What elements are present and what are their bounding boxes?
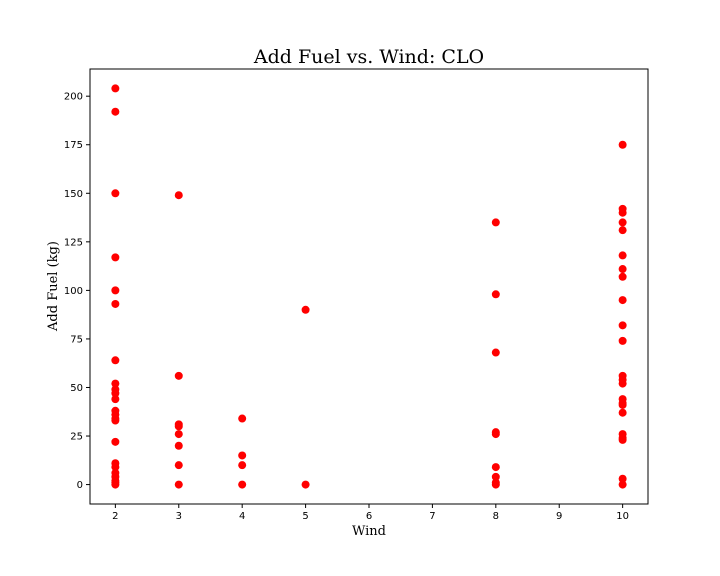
data-point — [618, 321, 627, 330]
data-point — [618, 296, 627, 305]
y-tick-label: 0 — [77, 480, 83, 491]
y-axis: 0 25 50 75 100 125 150 175 200 — [64, 92, 90, 491]
data-point — [491, 348, 500, 357]
data-point — [491, 463, 500, 472]
x-tick-label: 3 — [176, 511, 182, 522]
data-point — [618, 265, 627, 274]
data-point — [174, 430, 183, 439]
data-point — [111, 437, 120, 446]
data-point — [618, 480, 627, 489]
data-point — [111, 299, 120, 308]
x-axis-label: Wind — [352, 524, 386, 539]
data-point — [618, 408, 627, 417]
data-point — [618, 218, 627, 227]
plot-frame — [89, 68, 649, 505]
data-point — [111, 463, 120, 472]
y-tick-label: 125 — [64, 237, 83, 248]
data-point — [111, 379, 120, 388]
data-point — [491, 480, 500, 489]
x-tick-label: 6 — [366, 511, 372, 522]
data-point — [174, 461, 183, 470]
data-point — [174, 371, 183, 380]
data-point — [111, 480, 120, 489]
data-point — [238, 414, 247, 423]
x-tick-label: 7 — [429, 511, 435, 522]
data-point — [238, 480, 247, 489]
y-axis-label: Add Fuel (kg) — [46, 241, 61, 332]
y-tick-label: 75 — [70, 334, 83, 345]
x-tick-label: 8 — [493, 511, 499, 522]
data-point — [491, 290, 500, 299]
x-tick-label: 10 — [616, 511, 629, 522]
data-point — [301, 480, 310, 489]
data-point — [238, 461, 247, 470]
data-point — [111, 395, 120, 404]
y-tick-label: 150 — [64, 189, 83, 200]
data-point — [618, 435, 627, 444]
data-point — [111, 389, 120, 398]
data-point — [111, 107, 120, 116]
data-point — [174, 441, 183, 450]
points-layer — [111, 84, 627, 489]
data-point — [238, 451, 247, 460]
x-tick-label: 5 — [302, 511, 308, 522]
y-tick-label: 100 — [64, 286, 83, 297]
data-point — [174, 191, 183, 200]
data-point — [618, 400, 627, 409]
x-tick-label: 9 — [556, 511, 562, 522]
data-point — [618, 336, 627, 345]
data-point — [491, 430, 500, 439]
y-tick-label: 50 — [70, 383, 83, 394]
data-point — [618, 379, 627, 388]
data-point — [111, 286, 120, 295]
data-point — [618, 208, 627, 217]
data-point — [111, 356, 120, 365]
data-point — [618, 251, 627, 260]
data-point — [111, 189, 120, 198]
chart-title: Add Fuel vs. Wind: CLO — [253, 46, 484, 68]
y-tick-label: 200 — [64, 92, 83, 103]
data-point — [491, 472, 500, 481]
data-point — [301, 305, 310, 314]
x-tick-label: 4 — [239, 511, 245, 522]
x-tick-label: 2 — [112, 511, 118, 522]
data-point — [111, 253, 120, 262]
data-point — [618, 474, 627, 483]
data-point — [111, 416, 120, 425]
data-point — [111, 84, 120, 93]
data-point — [618, 226, 627, 235]
data-point — [618, 140, 627, 149]
data-point — [491, 218, 500, 227]
data-point — [174, 422, 183, 431]
data-point — [174, 480, 183, 489]
x-axis: 2 3 4 5 6 7 8 9 10 — [112, 504, 629, 522]
y-tick-label: 175 — [64, 140, 83, 151]
y-tick-label: 25 — [70, 432, 83, 443]
data-point — [618, 272, 627, 281]
